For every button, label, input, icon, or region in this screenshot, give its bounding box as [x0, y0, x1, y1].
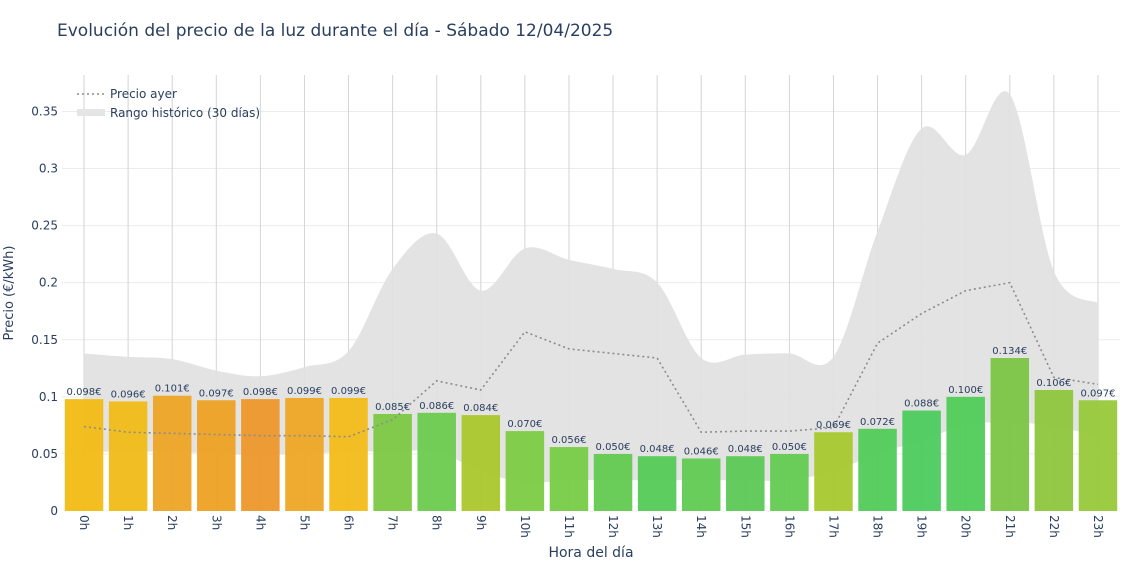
x-tick-label: 20h — [959, 515, 973, 538]
x-tick-label: 2h — [165, 515, 179, 530]
bar-value-label: 0.100€ — [948, 385, 983, 396]
y-tick-label: 0.15 — [31, 333, 58, 347]
y-tick-label: 0.05 — [31, 447, 58, 461]
bar-value-label: 0.070€ — [507, 419, 542, 430]
y-tick-label: 0.25 — [31, 219, 58, 233]
x-tick-label: 1h — [121, 515, 135, 530]
bar-value-label: 0.048€ — [728, 444, 763, 455]
bar-value-label: 0.056€ — [551, 435, 586, 446]
bar-8h — [417, 412, 456, 511]
y-tick-label: 0 — [50, 504, 58, 518]
bar-7h — [373, 413, 412, 511]
x-tick-label: 10h — [518, 515, 532, 538]
legend-band-swatch — [77, 109, 105, 116]
bar-9h — [461, 415, 501, 511]
bar-22h — [1034, 389, 1074, 511]
historical-range-area — [84, 91, 1098, 483]
bar-value-label: 0.050€ — [596, 442, 631, 453]
x-tick-label: 21h — [1003, 515, 1017, 538]
bar-value-label: 0.101€ — [155, 384, 190, 395]
bar-value-label: 0.098€ — [243, 387, 278, 398]
axes: 0 0.05 0.1 0.15 0.2 0.25 0.3 0.35 0h 1h 2h 3h 4h 5h 6h… — [2, 104, 1105, 561]
bar-value-label: 0.097€ — [1080, 388, 1115, 399]
bar-value-label: 0.069€ — [816, 420, 851, 431]
legend-range-label: Rango histórico (30 días) — [110, 106, 260, 120]
bar-0h — [64, 399, 104, 511]
historical-range-band — [84, 91, 1098, 483]
x-tick-label: 16h — [782, 515, 796, 538]
bar-20h — [946, 396, 985, 511]
y-tick-label: 0.35 — [31, 104, 58, 118]
bar-value-label: 0.048€ — [640, 444, 675, 455]
bar-15h — [726, 456, 765, 511]
x-tick-label: 5h — [297, 515, 311, 530]
chart-title: Evolución del precio de la luz durante e… — [57, 21, 614, 41]
x-tick-label: 7h — [386, 515, 400, 530]
x-axis-title: Hora del día — [548, 545, 633, 561]
x-tick-label: 3h — [209, 515, 223, 530]
bar-value-label: 0.085€ — [375, 402, 410, 413]
bar-3h — [197, 400, 236, 511]
bar-value-label: 0.106€ — [1036, 378, 1071, 389]
x-tick-label: 9h — [474, 515, 488, 530]
legend: Precio ayer Rango histórico (30 días) — [77, 87, 260, 120]
y-tick-label: 0.2 — [39, 276, 58, 290]
bar-value-label: 0.134€ — [992, 346, 1027, 357]
x-tick-label: 14h — [694, 515, 708, 538]
yesterday-price-polyline — [83, 281, 1099, 438]
x-tick-label: 13h — [650, 515, 664, 538]
bar-21h — [990, 358, 1030, 511]
bar-value-label: 0.099€ — [331, 386, 366, 397]
bar-value-label: 0.099€ — [287, 386, 322, 397]
x-tick-label: 0h — [77, 515, 91, 530]
bar-value-label: 0.086€ — [419, 401, 454, 412]
x-tick-label: 18h — [871, 515, 885, 538]
bar-13h — [637, 456, 677, 511]
bar-value-label: 0.046€ — [684, 446, 719, 457]
bar-18h — [858, 428, 897, 511]
bar-value-label: 0.098€ — [67, 387, 102, 398]
x-tick-label: 12h — [606, 515, 620, 538]
bar-10h — [505, 431, 545, 511]
yesterday-price-line — [83, 281, 1099, 438]
price-bars — [64, 358, 1118, 511]
bar-11h — [549, 447, 589, 511]
bar-value-label: 0.096€ — [111, 389, 146, 400]
x-tick-label: 19h — [915, 515, 929, 538]
y-tick-label: 0.1 — [39, 390, 58, 404]
bar-12h — [593, 453, 633, 511]
bar-value-label: 0.072€ — [860, 417, 895, 428]
x-tick-label: 23h — [1091, 515, 1105, 538]
legend-yesterday-label: Precio ayer — [110, 87, 177, 101]
bar-value-label: 0.097€ — [199, 388, 234, 399]
y-tick-label: 0.3 — [39, 162, 58, 176]
x-tick-label: 8h — [430, 515, 444, 530]
x-tick-label: 11h — [562, 515, 576, 538]
x-tick-label: 4h — [253, 515, 267, 530]
bar-1h — [108, 401, 148, 511]
bar-6h — [329, 397, 368, 511]
bar-value-label: 0.084€ — [463, 403, 498, 414]
bar-16h — [770, 453, 809, 511]
historical-range-overlay — [84, 91, 1098, 483]
bar-value-labels: 0.098€ 0.096€ 0.101€ 0.097€ 0.098€ 0.099€ 0.09… — [67, 346, 1116, 457]
bar-23h — [1078, 400, 1118, 511]
bar-value-label: 0.088€ — [904, 399, 939, 410]
bar-4h — [241, 399, 280, 511]
x-tick-label: 22h — [1047, 515, 1061, 538]
x-tick-label: 15h — [738, 515, 752, 538]
x-tick-label: 17h — [826, 515, 840, 538]
bar-value-label: 0.050€ — [772, 442, 807, 453]
bar-5h — [285, 397, 324, 511]
bar-14h — [681, 458, 721, 511]
y-axis-title: Precio (€/kWh) — [2, 246, 17, 341]
bar-19h — [902, 410, 941, 511]
bar-17h — [814, 432, 853, 511]
x-tick-label: 6h — [342, 515, 356, 530]
bar-2h — [152, 395, 192, 511]
